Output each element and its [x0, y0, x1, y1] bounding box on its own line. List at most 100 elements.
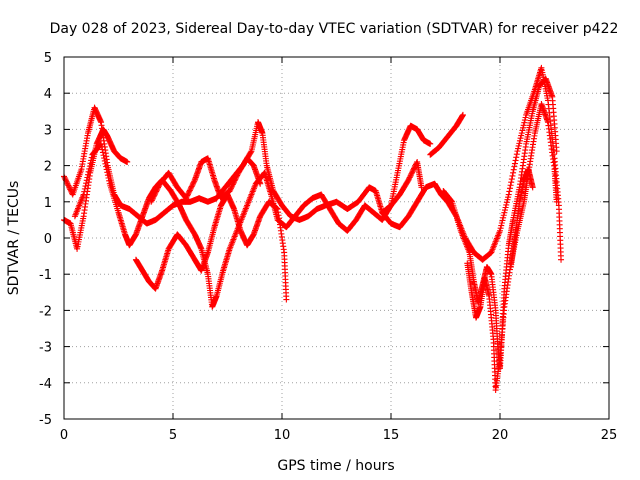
data-point — [83, 177, 90, 184]
data-point — [105, 175, 112, 182]
series-track-j — [507, 166, 536, 270]
data-point — [499, 217, 506, 224]
data-point — [86, 163, 93, 170]
y-axis-label: SDTVAR / TECUs — [6, 181, 22, 296]
data-point — [103, 163, 110, 170]
chart-title: Day 028 of 2023, Sidereal Day-to-day VTE… — [50, 21, 619, 37]
data-point — [510, 166, 517, 173]
data-point — [124, 158, 131, 165]
y-tick-label: 1 — [44, 196, 52, 211]
data-point — [150, 193, 157, 200]
data-point — [152, 189, 159, 196]
data-points — [61, 64, 565, 394]
data-point — [85, 168, 92, 175]
data-point — [229, 181, 236, 188]
series-track-g — [379, 158, 425, 216]
data-point — [516, 140, 523, 147]
data-point — [521, 119, 528, 126]
data-point — [65, 183, 72, 190]
data-point — [522, 114, 529, 121]
data-point — [407, 171, 414, 178]
data-point — [427, 140, 434, 147]
y-tick-label: -1 — [39, 268, 52, 283]
data-point — [191, 178, 198, 185]
data-point — [228, 184, 235, 191]
data-point — [231, 178, 238, 185]
data-point — [66, 185, 73, 192]
data-point — [405, 177, 412, 184]
data-point — [106, 177, 113, 184]
data-point — [230, 180, 237, 187]
data-point — [501, 207, 508, 214]
data-point — [407, 173, 414, 180]
data-point — [188, 184, 195, 191]
data-point — [64, 181, 71, 188]
data-point — [513, 151, 520, 158]
data-point — [81, 185, 88, 192]
data-point — [232, 176, 239, 183]
data-point — [189, 180, 196, 187]
data-point — [82, 183, 89, 190]
data-point — [408, 170, 415, 177]
data-point — [498, 222, 505, 229]
data-point — [99, 146, 106, 153]
data-point — [497, 227, 503, 234]
data-point — [502, 204, 509, 211]
data-point — [283, 296, 290, 303]
data-point — [184, 192, 191, 199]
data-point — [503, 199, 510, 206]
data-point — [64, 179, 71, 186]
data-point — [553, 148, 560, 155]
data-point — [510, 169, 517, 176]
y-tick-label: 5 — [44, 51, 52, 66]
data-point — [87, 160, 94, 167]
data-point — [81, 188, 88, 195]
data-point — [505, 194, 512, 201]
data-point — [187, 186, 194, 193]
data-point — [103, 166, 110, 173]
data-point — [80, 191, 87, 198]
data-point — [411, 165, 418, 172]
data-point — [233, 173, 240, 180]
data-point — [553, 198, 560, 205]
data-point — [518, 132, 525, 139]
x-tick-label: 15 — [383, 428, 400, 443]
data-point — [505, 191, 512, 198]
data-point — [234, 172, 241, 179]
data-point — [520, 124, 527, 131]
data-point — [498, 220, 505, 227]
data-point — [104, 169, 111, 176]
data-point — [62, 176, 69, 183]
data-point — [520, 122, 527, 129]
data-point — [226, 187, 233, 194]
x-tick-label: 25 — [601, 428, 618, 443]
data-point — [153, 188, 160, 195]
data-point — [515, 145, 522, 152]
x-tick-label: 20 — [492, 428, 509, 443]
data-point — [98, 140, 105, 147]
data-point — [100, 152, 107, 159]
data-point — [102, 160, 109, 167]
data-point — [148, 197, 155, 204]
data-point — [508, 176, 515, 183]
data-point — [99, 149, 106, 156]
data-point — [190, 179, 197, 186]
data-point — [183, 195, 190, 202]
data-point — [184, 191, 191, 198]
data-point — [153, 187, 160, 194]
series-track-c — [71, 122, 434, 310]
data-point — [101, 155, 108, 162]
data-point — [231, 177, 238, 184]
data-point — [448, 198, 455, 205]
data-point — [65, 182, 72, 189]
x-tick-label: 5 — [169, 428, 177, 443]
data-point — [558, 256, 565, 263]
data-point — [227, 186, 234, 193]
series-track-i — [464, 101, 560, 394]
x-tick-label: 0 — [60, 428, 68, 443]
data-point — [406, 175, 413, 182]
data-point — [185, 190, 192, 197]
data-point — [497, 225, 504, 232]
data-point — [83, 180, 90, 187]
